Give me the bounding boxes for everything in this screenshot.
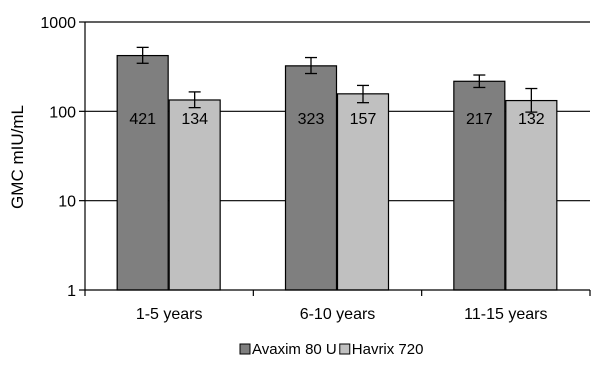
bar-avaxim-3 [453,80,506,291]
y-tick-label-10: 10 [58,194,76,211]
axes: 1 10 100 1000 1-5 years 6-10 years 11-15 years [40,15,591,323]
y-axis-label: GMC mIU/mL [8,105,27,209]
bar-havrix-3 [505,99,558,291]
bar-havrix-2 [336,93,390,291]
y-tick-label-1000: 1000 [40,15,76,32]
x-tick-label-2: 6-10 years [300,306,376,323]
bar-avaxim-1 [116,54,169,291]
data-label-0-1: 323 [298,111,325,128]
legend-swatch-havrix [339,343,351,355]
legend-swatch-avaxim [239,343,251,355]
legend: Avaxim 80 U Havrix 720 [239,341,424,358]
x-tick-label-1: 1-5 years [136,306,203,323]
legend-label-havrix: Havrix 720 [352,341,424,358]
y-tick-label-1: 1 [67,283,76,300]
bars: 421 134 323 157 217 132 [116,46,558,291]
data-label-0-2: 217 [466,111,493,128]
data-label-0-0: 421 [129,111,156,128]
legend-label-avaxim: Avaxim 80 U [252,341,337,358]
data-label-1-1: 157 [350,111,377,128]
y-tick-label-100: 100 [49,104,76,121]
bar-avaxim-2 [284,65,338,291]
bar-havrix-1 [168,99,221,291]
x-tick-label-3: 11-15 years [464,306,547,323]
data-label-1-2: 132 [518,111,545,128]
data-label-1-0: 134 [181,111,208,128]
